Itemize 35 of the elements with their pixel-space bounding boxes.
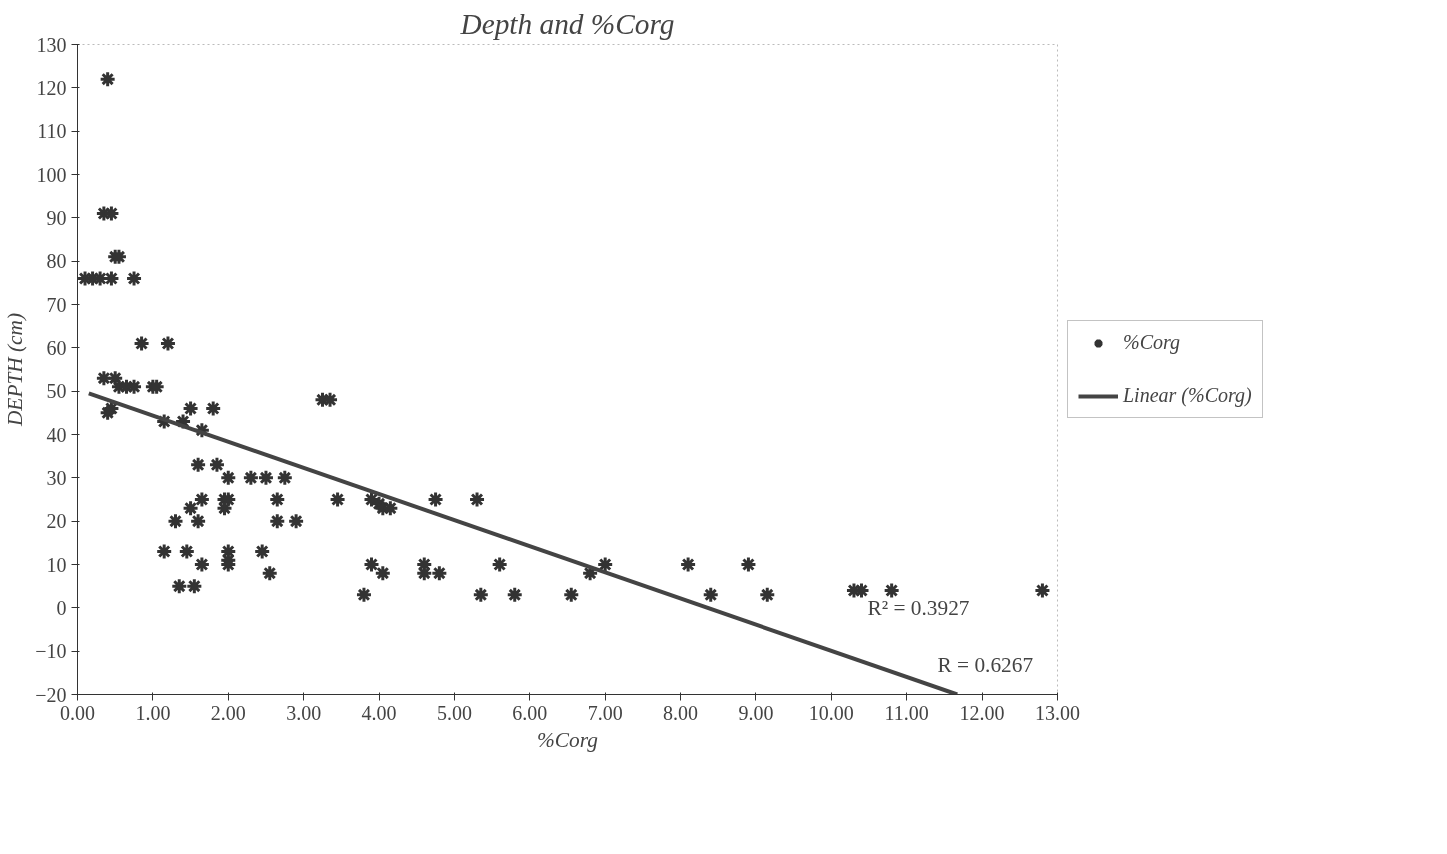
y-axis-title: DEPTH (cm): [3, 312, 28, 428]
annotation: R = 0.6267: [937, 652, 1034, 677]
legend-label: Linear (%Corg): [1123, 384, 1252, 407]
x-tick-label: 2.00: [210, 701, 246, 724]
x-tick-label: 3.00: [286, 701, 322, 724]
y-tick-label: 0: [56, 596, 67, 619]
x-tick-label: 8.00: [663, 701, 699, 724]
y-tick-label: 110: [37, 120, 67, 143]
x-tick-label: 13.00: [1035, 701, 1080, 724]
y-tick-label: 130: [36, 33, 67, 56]
x-tick-label: 11.00: [884, 701, 929, 724]
x-tick-label: 7.00: [587, 701, 623, 724]
chart-title: Depth and %Corg: [459, 7, 675, 40]
y-tick-label: 50: [46, 380, 67, 403]
y-tick-label: 80: [46, 250, 67, 273]
annotation: R² = 0.3927: [867, 595, 970, 620]
y-tick-label: 60: [46, 336, 67, 359]
x-axis-title: %Corg: [537, 727, 599, 752]
x-tick-label: 1.00: [135, 701, 171, 724]
y-tick-label: −10: [35, 640, 67, 663]
y-tick-label: 40: [46, 423, 67, 446]
legend-label: %Corg: [1123, 331, 1182, 354]
y-tick-label: 120: [36, 76, 67, 99]
y-tick-label: 10: [46, 553, 67, 576]
y-tick-label: 30: [46, 466, 67, 489]
x-tick-label: 12.00: [959, 701, 1005, 724]
y-tick-label: 100: [36, 163, 67, 186]
x-tick-label: 6.00: [512, 701, 548, 724]
x-tick-label: 10.00: [808, 701, 854, 724]
y-tick-label: 70: [46, 293, 67, 316]
x-tick-label: 9.00: [738, 701, 774, 724]
y-tick-label: 20: [46, 510, 67, 533]
x-tick-label: 4.00: [361, 701, 397, 724]
y-tick-label: 90: [46, 206, 67, 229]
x-tick-label: 5.00: [436, 701, 472, 724]
